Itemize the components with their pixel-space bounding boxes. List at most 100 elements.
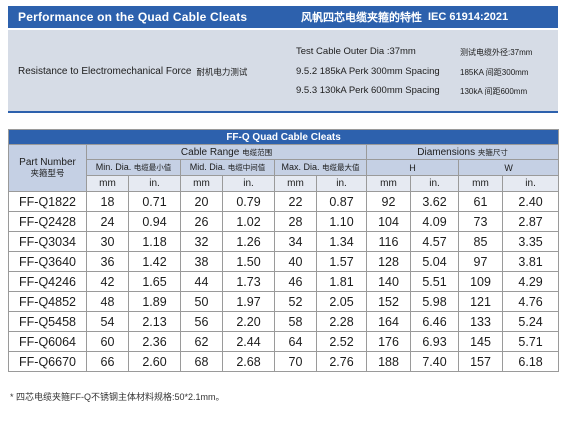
part-number-cell: FF-Q4246: [8, 271, 87, 292]
performance-label-group: Resistance to Electromechanical Force 耐机…: [18, 30, 247, 113]
value-cell: 44: [180, 271, 223, 292]
value-cell: 0.79: [222, 191, 275, 212]
h-header: H: [366, 159, 459, 176]
test-line-2: 9.5.2 185kA Perk 300mm Spacing: [296, 66, 440, 77]
table-row: FF-Q3034 30 1.18 32 1.26 34 1.34 116 4.57 85 3.35: [8, 231, 560, 252]
performance-label: Resistance to Electromechanical Force: [18, 66, 192, 77]
value-cell: 0.94: [128, 211, 181, 232]
value-cell: 26: [180, 211, 223, 232]
value-cell: 2.36: [128, 331, 181, 352]
table-title: FF-Q Quad Cable Cleats: [7, 129, 560, 145]
value-cell: 3.81: [501, 251, 560, 272]
cable-range-label: Cable Range: [180, 146, 240, 158]
performance-panel: Resistance to Electromechanical Force 耐机…: [8, 30, 558, 113]
value-cell: 18: [86, 191, 129, 212]
part-number-cell: FF-Q2428: [8, 211, 87, 232]
value-cell: 68: [180, 351, 223, 372]
value-cell: 0.87: [316, 191, 367, 212]
value-cell: 52: [274, 291, 317, 312]
dimensions-label-cn: 夹箍尺寸: [477, 147, 508, 157]
part-number-cell: FF-Q5458: [8, 311, 87, 332]
cable-range-label-cn: 电缆范围: [242, 147, 273, 157]
part-number-cell: FF-Q3640: [8, 251, 87, 272]
value-cell: 6.46: [410, 311, 459, 332]
table-row: FF-Q6064 60 2.36 62 2.44 64 2.52 176 6.93 145 5.71: [8, 331, 560, 352]
min-dia-label-cn: 电缆最小值: [133, 163, 172, 172]
value-cell: 1.26: [222, 231, 275, 252]
page-title: Performance on the Quad Cable Cleats: [18, 10, 248, 24]
value-cell: 97: [458, 251, 503, 272]
value-cell: 1.42: [128, 251, 181, 272]
test-line-2-cn: 185KA 间距300mm: [460, 68, 529, 77]
dimensions-header: Diamensions 夹箍尺寸: [365, 144, 560, 160]
value-cell: 1.81: [316, 271, 367, 292]
value-cell: 1.73: [222, 271, 275, 292]
table-row: FF-Q4246 42 1.65 44 1.73 46 1.81 140 5.51 109 4.29: [8, 271, 560, 292]
unit-mm: mm: [180, 175, 223, 192]
page-title-cn: 风帆四芯电缆夹箍的特性: [301, 12, 422, 24]
cable-range-header: Cable Range 电缆范围: [86, 144, 367, 160]
value-cell: 64: [274, 331, 317, 352]
value-cell: 2.05: [316, 291, 367, 312]
value-cell: 85: [458, 231, 503, 252]
value-cell: 5.04: [410, 251, 459, 272]
value-cell: 3.62: [410, 191, 459, 212]
value-cell: 1.34: [316, 231, 367, 252]
test-line-1: Test Cable Outer Dia :37mm: [296, 46, 416, 57]
standard-label: IEC 61914:2021: [428, 11, 509, 23]
part-number-cell: FF-Q4852: [8, 291, 87, 312]
value-cell: 140: [366, 271, 411, 292]
value-cell: 2.60: [128, 351, 181, 372]
value-cell: 73: [458, 211, 503, 232]
part-number-cell: FF-Q1822: [8, 191, 87, 212]
value-cell: 62: [180, 331, 223, 352]
value-cell: 133: [458, 311, 503, 332]
unit-in: in.: [410, 175, 459, 192]
performance-label-cn: 耐机电力测试: [196, 66, 248, 77]
value-cell: 1.89: [128, 291, 181, 312]
dimensions-label: Diamensions: [417, 146, 476, 158]
value-cell: 60: [86, 331, 129, 352]
value-cell: 176: [366, 331, 411, 352]
value-cell: 40: [274, 251, 317, 272]
value-cell: 2.87: [501, 211, 560, 232]
table-row: FF-Q3640 36 1.42 38 1.50 40 1.57 128 5.04 97 3.81: [8, 251, 560, 272]
value-cell: 4.09: [410, 211, 459, 232]
value-cell: 28: [274, 211, 317, 232]
table-row: FF-Q1822 18 0.71 20 0.79 22 0.87 92 3.62 61 2.40: [8, 191, 560, 212]
max-dia-label-cn: 电缆最大值: [322, 163, 360, 172]
value-cell: 36: [86, 251, 129, 272]
unit-mm: mm: [274, 175, 317, 192]
value-cell: 0.71: [128, 191, 181, 212]
value-cell: 5.24: [501, 311, 560, 332]
value-cell: 128: [366, 251, 411, 272]
unit-mm: mm: [366, 175, 411, 192]
footnote: * 四芯电缆夹箍FF-Q不锈钢主体材料规格:50*2.1mm。: [10, 392, 225, 402]
value-cell: 1.97: [222, 291, 275, 312]
value-cell: 22: [274, 191, 317, 212]
value-cell: 1.18: [128, 231, 181, 252]
unit-in: in.: [128, 175, 181, 192]
value-cell: 42: [86, 271, 129, 292]
part-number-label: Part Number: [19, 157, 76, 168]
unit-mm: mm: [458, 175, 503, 192]
value-cell: 2.44: [222, 331, 275, 352]
value-cell: 3.35: [501, 231, 560, 252]
cleat-spec-table: FF-Q Quad Cable Cleats Part Number 夹箍型号 …: [7, 129, 560, 372]
value-cell: 2.28: [316, 311, 367, 332]
value-cell: 164: [366, 311, 411, 332]
w-header: W: [457, 159, 560, 176]
value-cell: 1.02: [222, 211, 275, 232]
value-cell: 188: [366, 351, 411, 372]
value-cell: 2.13: [128, 311, 181, 332]
mid-dia-label-cn: 电缆中间值: [227, 163, 266, 172]
value-cell: 50: [180, 291, 223, 312]
test-line-3-cn: 130kA 间距600mm: [460, 87, 528, 96]
mid-dia-label: Mid. Dia.: [189, 162, 226, 172]
value-cell: 121: [458, 291, 503, 312]
title-bar: Performance on the Quad Cable Cleats 风帆四…: [8, 6, 558, 28]
value-cell: 5.98: [410, 291, 459, 312]
min-dia-label: Min. Dia.: [95, 162, 132, 172]
value-cell: 38: [180, 251, 223, 272]
value-cell: 2.68: [222, 351, 275, 372]
